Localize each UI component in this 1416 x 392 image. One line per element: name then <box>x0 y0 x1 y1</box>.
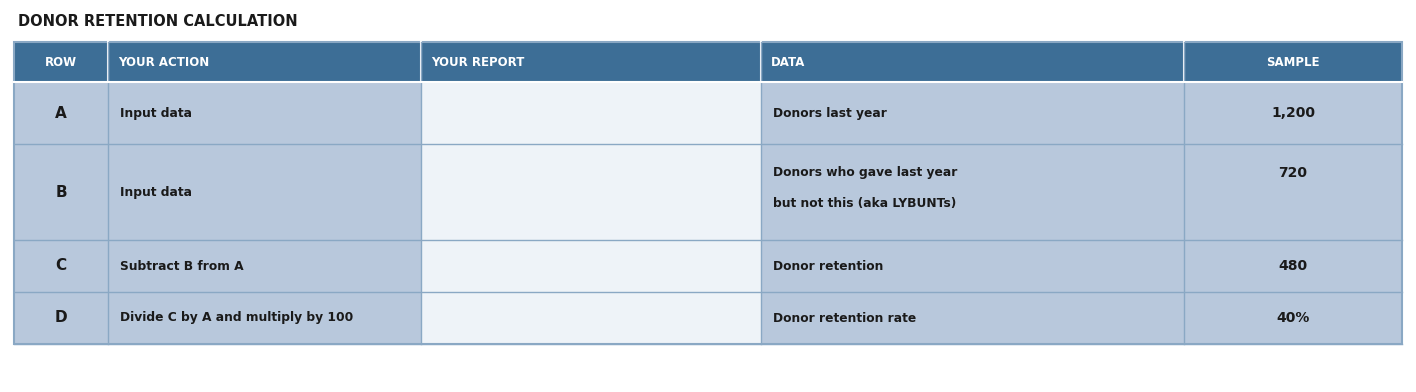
Text: A: A <box>55 105 67 120</box>
Bar <box>14 42 1402 344</box>
Text: Input data: Input data <box>120 185 193 198</box>
Text: D: D <box>55 310 68 325</box>
Text: Donors last year: Donors last year <box>773 107 886 120</box>
Bar <box>109 82 421 144</box>
Bar <box>760 240 1184 292</box>
Text: 720: 720 <box>1279 166 1307 180</box>
Bar <box>14 144 109 240</box>
Text: Donor retention rate: Donor retention rate <box>773 312 916 325</box>
Text: DATA: DATA <box>770 56 806 69</box>
Text: Subtract B from A: Subtract B from A <box>120 260 244 272</box>
Text: Divide C by A and multiply by 100: Divide C by A and multiply by 100 <box>120 312 354 325</box>
Text: Donor retention: Donor retention <box>773 260 884 272</box>
Bar <box>760 144 1184 240</box>
Bar <box>421 240 760 292</box>
Bar <box>14 82 109 144</box>
Text: 40%: 40% <box>1276 311 1310 325</box>
Bar <box>421 82 760 144</box>
Bar <box>1184 82 1402 144</box>
Bar <box>109 42 421 82</box>
Bar <box>760 42 1184 82</box>
Text: ROW: ROW <box>45 56 78 69</box>
Bar <box>109 292 421 344</box>
Bar <box>14 240 109 292</box>
Bar <box>1184 292 1402 344</box>
Bar <box>421 144 760 240</box>
Text: C: C <box>55 258 67 274</box>
Text: YOUR ACTION: YOUR ACTION <box>119 56 210 69</box>
Bar <box>421 292 760 344</box>
Text: Input data: Input data <box>120 107 193 120</box>
Bar <box>14 42 109 82</box>
Text: SAMPLE: SAMPLE <box>1266 56 1320 69</box>
Text: 480: 480 <box>1279 259 1307 273</box>
Text: but not this (aka LYBUNTs): but not this (aka LYBUNTs) <box>773 197 956 210</box>
Bar <box>14 292 109 344</box>
Text: DONOR RETENTION CALCULATION: DONOR RETENTION CALCULATION <box>18 14 297 29</box>
Bar <box>1184 144 1402 240</box>
Bar <box>1184 42 1402 82</box>
Text: 1,200: 1,200 <box>1272 106 1315 120</box>
Bar <box>760 82 1184 144</box>
Bar <box>760 292 1184 344</box>
Bar <box>109 144 421 240</box>
Text: Donors who gave last year: Donors who gave last year <box>773 166 957 179</box>
Bar <box>1184 240 1402 292</box>
Bar <box>109 240 421 292</box>
Text: B: B <box>55 185 67 200</box>
Text: YOUR REPORT: YOUR REPORT <box>430 56 524 69</box>
Bar <box>421 42 760 82</box>
